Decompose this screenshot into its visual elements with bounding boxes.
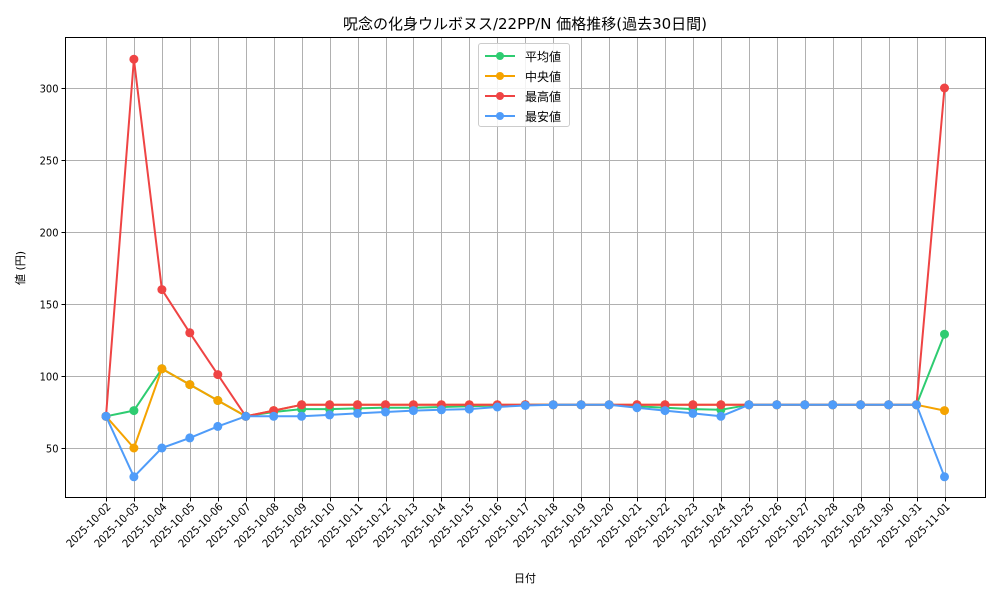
data-point-marker (940, 83, 949, 93)
y-tick-label: 300 (40, 83, 59, 96)
data-point-marker (940, 406, 949, 416)
series-layer (101, 54, 949, 482)
legend-item-average: 平均値 (485, 46, 561, 66)
data-point-marker (884, 400, 894, 410)
legend-marker (496, 112, 504, 120)
data-point-marker (213, 370, 223, 380)
data-point-marker (688, 408, 698, 418)
x-axis-label: 日付 (514, 572, 536, 585)
data-point-marker (157, 443, 167, 453)
data-point-marker (213, 421, 223, 431)
data-point-marker (213, 396, 223, 405)
data-point-marker (185, 380, 195, 390)
legend-label: 最安値 (525, 109, 562, 124)
legend-item-min: 最安値 (485, 106, 561, 126)
data-point-marker (576, 400, 586, 410)
data-point-marker (101, 411, 111, 421)
legend-marker (496, 72, 504, 80)
data-point-marker (381, 407, 390, 417)
data-point-marker (912, 400, 921, 410)
data-point-marker (772, 400, 782, 410)
data-point-marker (464, 404, 474, 414)
data-point-marker (269, 411, 279, 421)
data-point-marker (520, 401, 530, 410)
data-point-marker (940, 329, 949, 339)
data-point-marker (185, 433, 195, 443)
data-point-marker (492, 402, 502, 412)
y-axis-label: 値 (円) (14, 251, 27, 285)
chart-title: 呪念の化身ウルボヌス/22PP/N 価格推移(過去30日間) (343, 15, 707, 33)
legend-swatch-min-icon (485, 106, 515, 126)
data-point-marker (604, 400, 614, 410)
data-point-marker (632, 403, 642, 413)
data-point-marker (828, 400, 838, 410)
y-tick-label: 50 (46, 443, 59, 456)
data-point-marker (660, 406, 670, 416)
y-tick-label: 200 (40, 227, 59, 240)
legend-marker (496, 52, 504, 60)
data-point-marker (297, 400, 307, 410)
data-point-marker (744, 400, 754, 410)
legend-marker (496, 92, 504, 100)
legend-label: 平均値 (525, 49, 562, 64)
data-point-marker (129, 406, 139, 416)
data-point-marker (241, 411, 251, 421)
data-point-marker (129, 472, 139, 482)
legend-item-max: 最高値 (485, 86, 561, 106)
data-point-marker (381, 400, 390, 410)
legend: 平均値 中央値 最高値 最安値 (478, 43, 570, 127)
data-point-marker (353, 408, 362, 418)
data-point-marker (129, 443, 139, 453)
legend-item-median: 中央値 (485, 66, 561, 86)
data-point-marker (716, 411, 726, 421)
data-point-marker (157, 364, 167, 374)
data-point-marker (408, 406, 418, 416)
data-point-marker (688, 400, 698, 410)
legend-label: 中央値 (525, 69, 562, 84)
data-point-marker (856, 400, 866, 410)
series-最安値 (101, 400, 949, 482)
x-axis-ticks: 2025-10-022025-10-032025-10-042025-10-05… (64, 497, 953, 550)
y-tick-label: 150 (40, 299, 59, 312)
legend-swatch-median-icon (485, 66, 515, 86)
legend-swatch-max-icon (485, 86, 515, 106)
y-tick-label: 250 (40, 155, 59, 168)
data-point-marker (353, 400, 362, 410)
y-tick-label: 100 (40, 371, 59, 384)
y-axis-ticks: 50 100 150 200 250 300 (40, 83, 66, 456)
data-point-marker (325, 400, 335, 410)
data-point-marker (297, 411, 307, 421)
data-point-marker (185, 328, 195, 338)
data-point-marker (325, 410, 335, 420)
legend-swatch-average-icon (485, 46, 515, 66)
data-point-marker (800, 400, 810, 410)
data-point-marker (129, 54, 139, 64)
data-point-marker (157, 285, 167, 295)
data-point-marker (940, 472, 949, 482)
data-point-marker (716, 400, 726, 410)
legend-label: 最高値 (525, 89, 562, 104)
data-point-marker (436, 405, 446, 415)
data-point-marker (548, 400, 558, 410)
